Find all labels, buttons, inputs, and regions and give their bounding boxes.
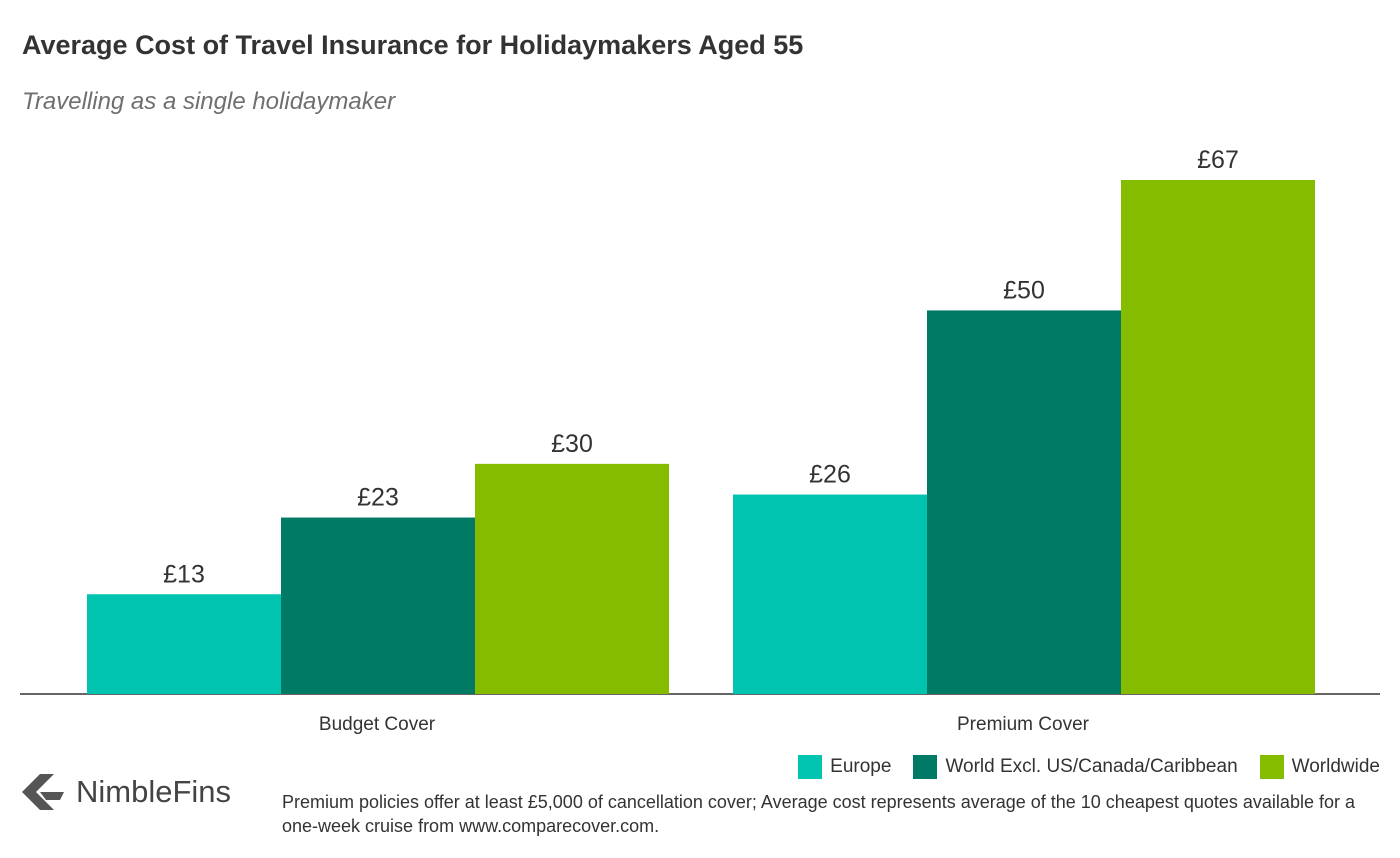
bar-premium-cover-europe (733, 494, 927, 694)
bar-budget-cover-world-excl-us-canada-caribbean (281, 517, 475, 694)
legend-label-worldwide: Worldwide (1291, 756, 1380, 777)
legend-swatch-world-excl (913, 755, 938, 779)
nimblefins-chevron-icon (22, 774, 64, 810)
bar-budget-cover-europe (87, 594, 281, 694)
bar-budget-cover-worldwide (475, 463, 669, 694)
nimblefins-logo: NimbleFins (20, 772, 231, 812)
legend-swatch-worldwide (1259, 755, 1284, 779)
data-label: £26 (809, 461, 851, 489)
data-label: £13 (163, 560, 205, 588)
data-label: £23 (357, 484, 399, 512)
x-tick-label: Premium Cover (957, 714, 1090, 735)
legend-item-world-excl: World Excl. US/Canada/Caribbean (913, 755, 1238, 779)
chart-title: Average Cost of Travel Insurance for Hol… (22, 30, 804, 60)
legend-item-europe: Europe (798, 755, 891, 779)
logo-text: NimbleFins (76, 774, 232, 809)
x-tick-label: Budget Cover (319, 714, 436, 735)
chart-subtitle: Travelling as a single holidaymaker (22, 88, 396, 115)
legend-swatch-europe (798, 755, 823, 779)
legend-item-worldwide: Worldwide (1259, 755, 1380, 779)
legend-label-europe: Europe (830, 756, 892, 777)
legend-label-world-excl: World Excl. US/Canada/Caribbean (945, 756, 1238, 777)
data-label: £30 (551, 430, 593, 458)
bar-premium-cover-world-excl-us-canada-caribbean (927, 310, 1121, 694)
data-label: £67 (1197, 146, 1239, 174)
chart-legend: Europe World Excl. US/Canada/Caribbean W… (798, 755, 1380, 779)
chart-footnote: Premium policies offer at least £5,000 o… (282, 792, 1355, 836)
data-label: £50 (1003, 276, 1045, 304)
bar-premium-cover-worldwide (1121, 180, 1315, 694)
